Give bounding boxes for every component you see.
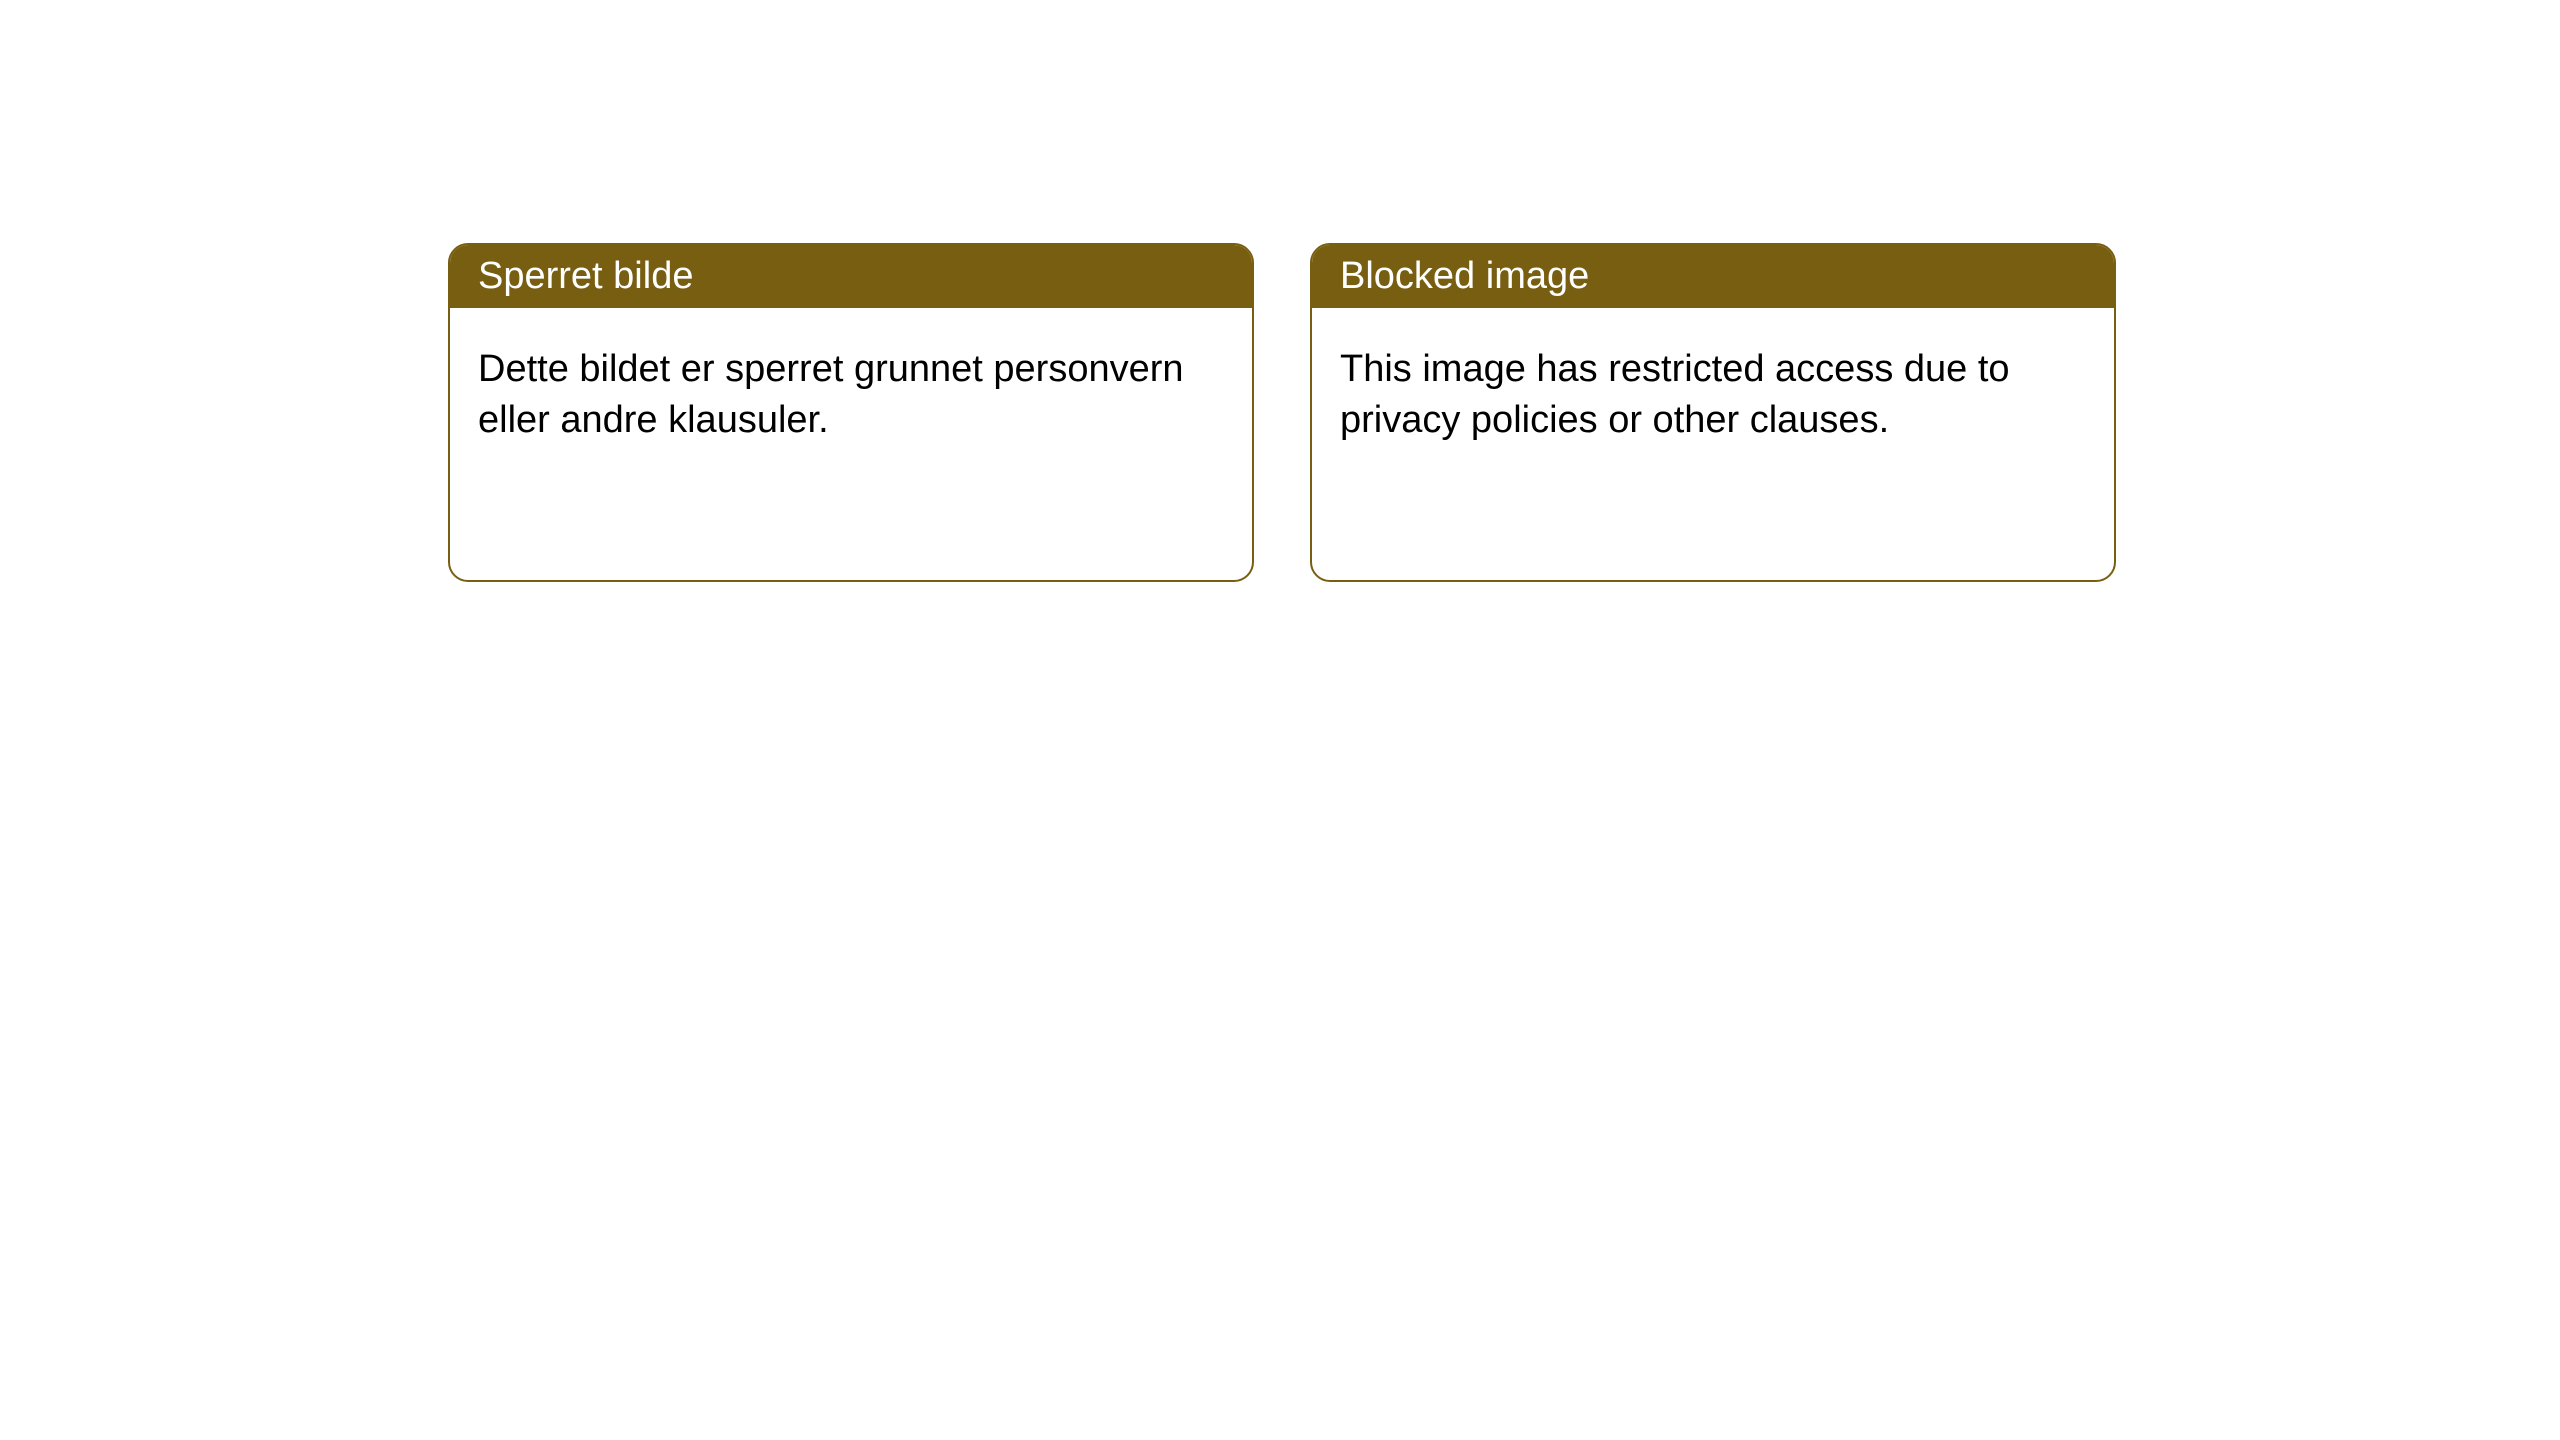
card-header: Blocked image xyxy=(1312,245,2114,308)
notice-card-english: Blocked image This image has restricted … xyxy=(1310,243,2116,582)
card-body-text: This image has restricted access due to … xyxy=(1340,344,2086,447)
card-header: Sperret bilde xyxy=(450,245,1252,308)
card-title: Blocked image xyxy=(1340,255,1589,297)
notice-cards-container: Sperret bilde Dette bildet er sperret gr… xyxy=(0,0,2560,582)
card-body: Dette bildet er sperret grunnet personve… xyxy=(450,308,1252,580)
card-body: This image has restricted access due to … xyxy=(1312,308,2114,580)
card-body-text: Dette bildet er sperret grunnet personve… xyxy=(478,344,1224,447)
card-title: Sperret bilde xyxy=(478,255,693,297)
notice-card-norwegian: Sperret bilde Dette bildet er sperret gr… xyxy=(448,243,1254,582)
